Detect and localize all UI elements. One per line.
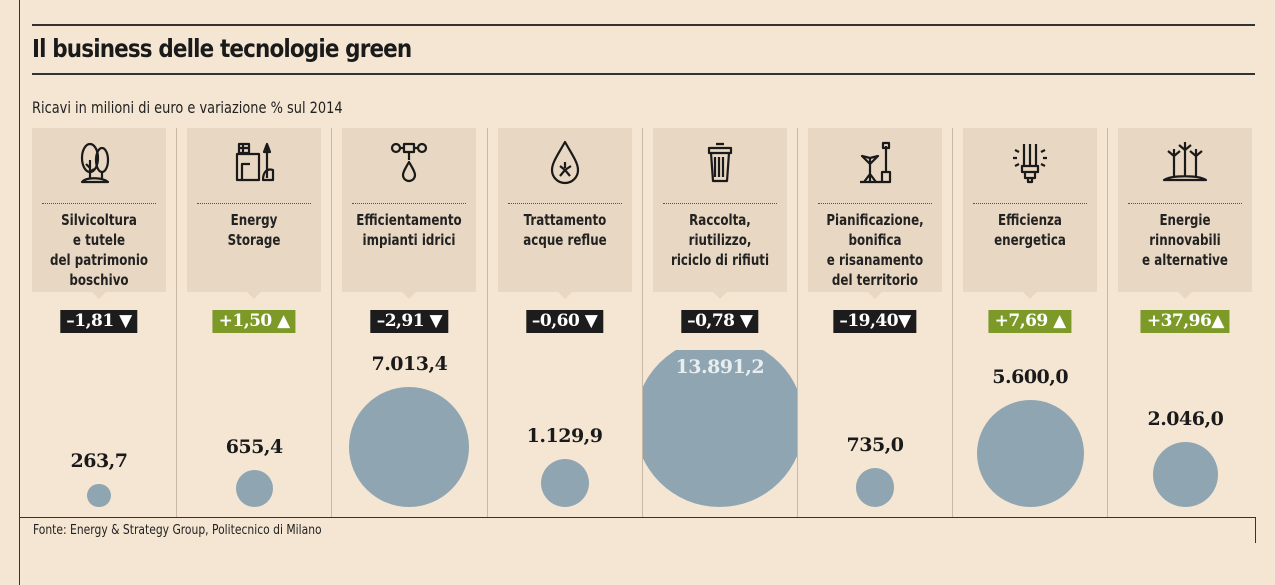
wind-turbines-icon (1163, 142, 1208, 182)
bubble-area: 2.046,0 (1108, 350, 1262, 507)
category-card: Trattamento acque reflue (497, 128, 632, 299)
dotted-divider (973, 203, 1088, 204)
revenue-bubble (642, 350, 797, 507)
change-badge: –1,81 ▼ (60, 310, 138, 333)
bubble-area: 655,4 (177, 350, 331, 507)
revenue-bubble (87, 483, 111, 507)
change-badge: –2,91 ▼ (370, 310, 449, 333)
category-card: Pianificazione, bonifica e risanamento d… (808, 128, 942, 299)
dotted-divider (818, 203, 932, 204)
column-divider (486, 128, 488, 517)
bubble-area: 13.891,2 (642, 350, 797, 507)
category-label: Efficienza energetica (994, 211, 1067, 249)
revenue-bubble (540, 458, 589, 507)
bubble-area: 1.129,9 (488, 350, 642, 507)
change-badge: –19,40▼ (833, 310, 917, 333)
revenue-bubble (349, 387, 470, 507)
category-label: Pianificazione, bonifica e risanamento d… (826, 211, 924, 289)
column-divider (176, 128, 178, 517)
bubble-area: 5.600,0 (953, 350, 1107, 507)
category-label: Energy Storage (227, 211, 281, 249)
trees-icon (80, 142, 110, 184)
category-card: Efficienza energetica (963, 128, 1098, 299)
bubble-area: 735,0 (798, 350, 952, 507)
revenue-value: 7.013,4 (371, 353, 448, 375)
source-note: Fonte: Energy & Strategy Group, Politecn… (33, 523, 322, 538)
revenue-bubble (976, 399, 1084, 507)
revenue-value: 2.046,0 (1147, 408, 1224, 431)
category-column: Efficientamento impianti idrici –2,91 ▼ … (342, 128, 477, 507)
category-card: Silvicoltura e tutele del patrimonio bos… (32, 128, 166, 299)
category-column: Trattamento acque reflue –0,60 ▼ 1.129,9 (497, 128, 632, 507)
column-divider (797, 128, 798, 517)
revenue-bubble (1152, 442, 1218, 507)
column-divider (1107, 128, 1109, 517)
chart-title: Il business delle tecnologie green (32, 34, 412, 63)
category-card: Energie rinnovabili e alternative (1118, 128, 1253, 299)
dotted-divider (662, 203, 777, 204)
change-badge: +7,69 ▲ (988, 310, 1072, 333)
category-column: Silvicoltura e tutele del patrimonio bos… (32, 128, 166, 507)
category-label: Efficientamento impianti idrici (356, 211, 463, 249)
dotted-divider (507, 203, 622, 204)
revenue-value: 655,4 (225, 436, 284, 459)
bubble-area: 7.013,4 (332, 350, 486, 507)
water-valve-icon (391, 142, 428, 183)
category-column: Energy Storage +1,50 ▲ 655,4 (187, 128, 322, 507)
category-label: Silvicoltura e tutele del patrimonio bos… (49, 211, 149, 289)
revenue-value: 1.129,9 (526, 424, 603, 447)
column-divider (641, 128, 643, 517)
revenue-bubble (235, 470, 273, 507)
top-rule (32, 24, 1255, 26)
category-card: Energy Storage (187, 128, 322, 299)
chart-subtitle: Ricavi in milioni di euro e variazione %… (32, 98, 343, 117)
category-label: Raccolta, riutilizzo, riciclo di rifiuti (670, 211, 769, 269)
revenue-bubble (855, 468, 895, 507)
trash-bin-icon (707, 142, 732, 183)
dotted-divider (1128, 203, 1243, 204)
change-badge: –0,60 ▼ (525, 310, 604, 333)
category-label: Energie rinnovabili e alternative (1142, 211, 1229, 269)
title-rule (32, 73, 1255, 75)
revenue-value: 13.891,2 (675, 356, 765, 378)
bulb-icon (1013, 144, 1048, 184)
column-divider (331, 128, 333, 517)
category-column: Efficienza energetica +7,69 ▲ 5.600,0 (963, 128, 1098, 507)
change-badge: +1,50 ▲ (212, 310, 296, 333)
revenue-value: 735,0 (846, 434, 905, 457)
house-solar-icon (236, 142, 275, 182)
dotted-divider (42, 203, 156, 204)
dotted-divider (352, 203, 467, 204)
category-card: Raccolta, riutilizzo, riciclo di rifiuti (652, 128, 787, 299)
change-badge: +37,96▲ (1140, 310, 1230, 333)
change-badge: –0,78 ▼ (681, 310, 759, 333)
dotted-divider (197, 203, 312, 204)
category-column: Pianificazione, bonifica e risanamento d… (808, 128, 942, 507)
revenue-value: 5.600,0 (992, 365, 1069, 388)
water-drop-icon (550, 140, 579, 185)
category-column: Raccolta, riutilizzo, riciclo di rifiuti… (642, 128, 797, 507)
source-rule (20, 517, 1256, 518)
bubble-area: 263,7 (22, 350, 176, 507)
source-rule-right (1255, 517, 1256, 543)
revenue-value: 263,7 (70, 449, 129, 472)
column-divider (952, 128, 954, 517)
category-column: Energie rinnovabili e alternative +37,96… (1118, 128, 1253, 507)
frame-line (19, 0, 20, 585)
category-card: Efficientamento impianti idrici (342, 128, 477, 299)
plant-shovel-icon (860, 141, 892, 184)
category-label: Trattamento acque reflue (522, 211, 607, 249)
